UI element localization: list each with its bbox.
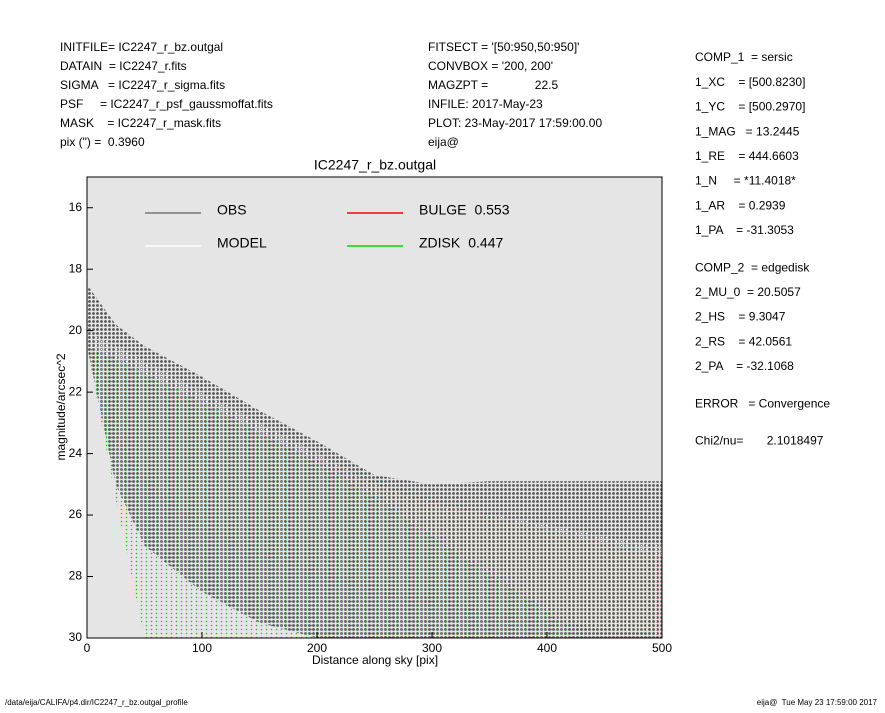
- header-line: INFILE: 2017-May-23: [428, 97, 543, 111]
- x-tick-label: 400: [537, 641, 557, 655]
- header-line: PSF = IC2247_r_psf_gaussmoffat.fits: [60, 97, 273, 111]
- header-line: PLOT: 23-May-2017 17:59:00.00: [428, 116, 602, 130]
- plot-frame: [86, 176, 663, 639]
- y-tick-label: 24: [69, 446, 83, 460]
- legend-fraction: 0.553: [474, 202, 509, 218]
- legend-fraction: 0.447: [468, 235, 503, 251]
- fit-parameter: 1_AR = 0.2939: [695, 198, 786, 212]
- header-line: MAGZPT = 22.5: [428, 78, 558, 92]
- profile-band: [87, 346, 662, 638]
- fit-parameter: ERROR = Convergence: [695, 396, 830, 410]
- header-line: FITSECT = '[50:950,50:950]': [428, 40, 579, 54]
- header-line: MASK = IC2247_r_mask.fits: [60, 116, 221, 130]
- legend-label: ZDISK: [419, 235, 461, 251]
- y-tick-label: 18: [69, 261, 83, 275]
- fit-parameter: 1_MAG = 13.2445: [695, 124, 800, 138]
- x-tick-label: 100: [192, 641, 212, 655]
- legend-label: BULGE: [419, 202, 466, 218]
- fit-parameter: 1_YC = [500.2970]: [695, 100, 805, 114]
- header-line: eija@: [428, 135, 459, 149]
- fit-parameter: 2_HS = 9.3047: [695, 310, 786, 324]
- legend-label: MODEL: [217, 235, 267, 251]
- data-layer: [87, 284, 662, 638]
- fit-parameter: COMP_2 = edgedisk: [695, 260, 810, 274]
- legend-label: OBS: [217, 202, 247, 218]
- footer-date: eija@ Tue May 23 17:59:00 2017: [757, 698, 878, 707]
- x-axis-label: Distance along sky [pix]: [312, 653, 438, 667]
- fit-parameter: 1_RE = 444.6603: [695, 149, 799, 163]
- header-line: SIGMA = IC2247_r_sigma.fits: [60, 78, 225, 92]
- fit-parameter: 1_N = *11.4018*: [695, 174, 796, 188]
- x-tick-label: 0: [84, 641, 91, 655]
- y-axis-label: magnitude/arcsec^2: [54, 353, 68, 460]
- profile-band: [87, 346, 582, 638]
- fit-parameter: 1_XC = [500.8230]: [695, 75, 805, 89]
- header-line: INITFILE= IC2247_r_bz.outgal: [60, 40, 223, 54]
- fit-parameter: 2_PA = -32.1068: [695, 359, 794, 373]
- fit-parameter: 1_PA = -31.3053: [695, 223, 794, 237]
- y-tick-label: 30: [69, 630, 83, 644]
- footer-path: /data/eija/CALIFA/p4.dir/IC2247_r_bz.out…: [5, 698, 188, 707]
- x-tick-label: 200: [307, 641, 327, 655]
- chart-title: IC2247_r_bz.outgal: [314, 157, 436, 173]
- fit-parameter: 2_RS = 42.0561: [695, 334, 792, 348]
- y-tick-label: 22: [69, 384, 83, 398]
- fit-parameter: Chi2/nu= 2.1018497: [695, 433, 824, 447]
- y-tick-label: 26: [69, 507, 83, 521]
- fit-parameter: COMP_1 = sersic: [695, 50, 793, 64]
- y-tick-label: 28: [69, 569, 83, 583]
- y-tick-label: 20: [69, 323, 83, 337]
- x-tick-label: 500: [652, 641, 672, 655]
- header-line: DATAIN = IC2247_r.fits: [60, 59, 187, 73]
- header-line: CONVBOX = '200, 200': [428, 59, 553, 73]
- y-tick-label: 16: [69, 200, 83, 214]
- header-line: pix (") = 0.3960: [60, 135, 145, 149]
- x-tick-label: 300: [422, 641, 442, 655]
- fit-parameter: 2_MU_0 = 20.5057: [695, 285, 801, 299]
